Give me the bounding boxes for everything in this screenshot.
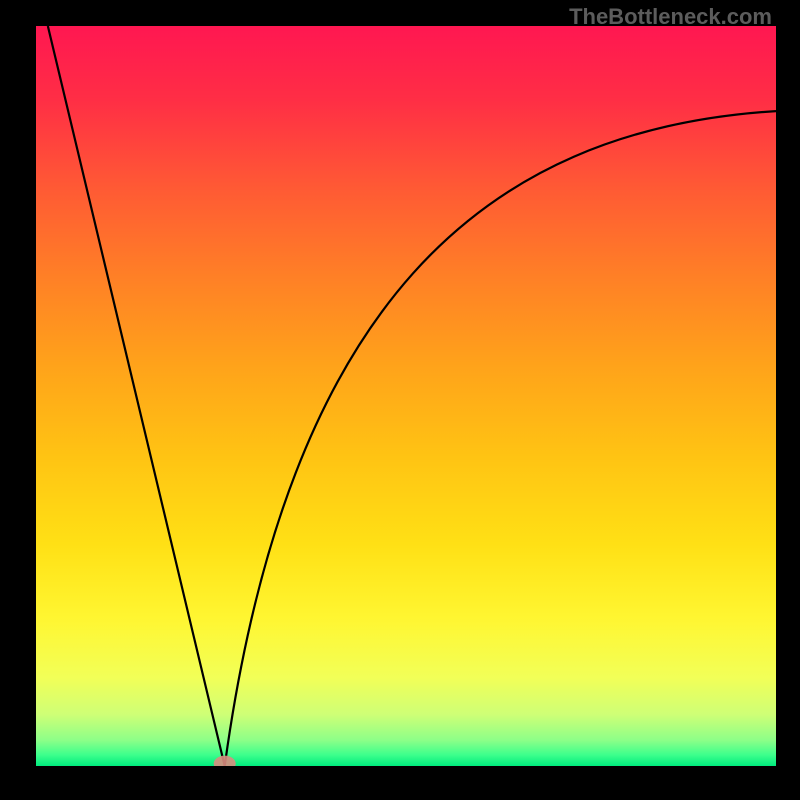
watermark-text: TheBottleneck.com <box>569 4 772 30</box>
bottleneck-curve <box>36 26 776 766</box>
plot-area <box>36 26 776 766</box>
minimum-marker <box>214 756 236 766</box>
chart-container: { "canvas": { "width": 800, "height": 80… <box>0 0 800 800</box>
